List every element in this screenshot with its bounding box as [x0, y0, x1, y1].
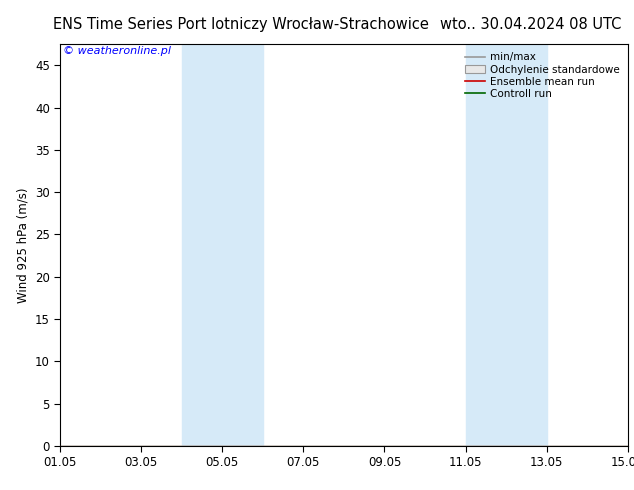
- Legend: min/max, Odchylenie standardowe, Ensemble mean run, Controll run: min/max, Odchylenie standardowe, Ensembl…: [462, 49, 623, 102]
- Text: ENS Time Series Port lotniczy Wrocław-Strachowice: ENS Time Series Port lotniczy Wrocław-St…: [53, 17, 429, 32]
- Y-axis label: Wind 925 hPa (m/s): Wind 925 hPa (m/s): [16, 187, 29, 303]
- Bar: [465, 44, 547, 446]
- Text: © weatheronline.pl: © weatheronline.pl: [63, 46, 171, 56]
- Bar: [182, 44, 263, 446]
- Text: wto.. 30.04.2024 08 UTC: wto.. 30.04.2024 08 UTC: [440, 17, 621, 32]
